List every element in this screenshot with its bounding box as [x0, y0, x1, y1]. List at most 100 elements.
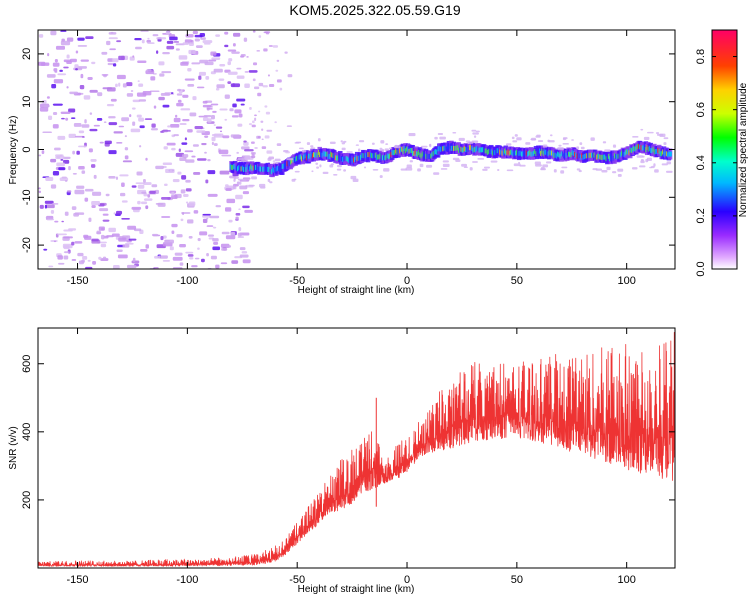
noise-speckle	[216, 84, 225, 89]
noise-speckle	[225, 188, 232, 192]
noise-speckle	[162, 52, 170, 55]
signal-edge-speckle	[540, 168, 546, 171]
signal-edge-speckle	[442, 163, 450, 167]
signal-edge-speckle	[363, 166, 367, 169]
signal-edge-speckle	[475, 130, 480, 133]
noise-speckle	[252, 120, 255, 124]
noise-speckle	[248, 123, 253, 126]
noise-speckle	[71, 206, 77, 210]
noise-speckle	[113, 212, 116, 215]
noise-speckle	[219, 170, 230, 175]
noise-speckle	[47, 53, 50, 57]
noise-speckle	[63, 245, 70, 250]
noise-speckle	[252, 78, 256, 82]
signal-edge-speckle	[346, 151, 353, 153]
noise-speckle	[199, 59, 209, 64]
colorbar-tick-label: 0.0	[695, 261, 707, 276]
signal-edge-speckle	[612, 171, 617, 174]
signal-edge-speckle	[439, 136, 446, 140]
noise-speckle	[188, 236, 193, 239]
signal-edge-speckle	[477, 158, 485, 160]
colorbar-gradient	[712, 30, 737, 269]
noise-speckle	[60, 111, 71, 114]
noise-speckle	[212, 238, 219, 242]
signal-edge-speckle	[306, 142, 311, 146]
noise-speckle	[227, 71, 238, 75]
signal-edge-speckle	[595, 168, 603, 171]
signal-edge-speckle	[580, 146, 585, 150]
noise-speckle	[213, 68, 223, 73]
signal-edge-speckle	[663, 142, 667, 146]
snr-x-tick-label: 0	[404, 574, 410, 586]
noise-speckle	[63, 236, 73, 239]
noise-speckle	[66, 54, 70, 59]
signal-edge-speckle	[506, 169, 514, 172]
noise-speckle	[50, 30, 57, 36]
signal-edge-speckle	[656, 133, 664, 136]
noise-speckle	[143, 198, 153, 201]
noise-speckle	[146, 68, 152, 72]
signal-edge-speckle	[267, 157, 272, 161]
noise-speckle	[125, 242, 134, 245]
signal-edge-speckle	[666, 161, 672, 165]
noise-speckle	[169, 36, 178, 41]
noise-speckle	[210, 103, 219, 106]
noise-speckle	[202, 218, 208, 224]
snr-y-axis-label: SNR (v/v)	[8, 426, 19, 469]
noise-speckle	[268, 83, 275, 88]
noise-speckle	[251, 141, 255, 144]
signal-edge-speckle	[248, 184, 255, 187]
noise-speckle	[219, 108, 228, 111]
snr-x-tick-label: 50	[511, 574, 523, 586]
signal-edge-speckle	[383, 168, 390, 172]
noise-speckle	[91, 61, 96, 65]
noise-speckle	[176, 93, 183, 96]
noise-speckle	[104, 140, 112, 145]
noise-speckle	[50, 209, 55, 214]
noise-speckle	[138, 117, 144, 122]
noise-speckle	[92, 260, 97, 265]
noise-speckle	[78, 145, 87, 148]
signal-edge-speckle	[638, 165, 646, 168]
noise-speckle	[66, 37, 74, 42]
noise-speckle	[252, 30, 256, 33]
noise-speckle	[158, 96, 165, 101]
noise-speckle	[54, 58, 58, 63]
noise-speckle	[264, 135, 270, 139]
noise-speckle	[141, 191, 147, 194]
noise-speckle	[171, 92, 174, 94]
noise-speckle	[79, 85, 85, 90]
noise-speckle	[92, 191, 102, 196]
noise-speckle	[80, 73, 84, 79]
noise-speckle	[192, 30, 198, 35]
noise-speckle	[139, 125, 145, 129]
noise-speckle	[205, 179, 209, 184]
noise-speckle	[235, 212, 241, 216]
noise-speckle	[236, 67, 242, 70]
signal-edge-speckle	[330, 163, 335, 166]
noise-speckle	[166, 45, 175, 50]
signal-edge-speckle	[514, 134, 518, 137]
signal-edge-speckle	[341, 147, 346, 151]
noise-speckle	[57, 73, 67, 76]
noise-speckle	[211, 134, 222, 137]
noise-speckle	[44, 200, 54, 204]
noise-speckle	[101, 234, 105, 240]
noise-speckle	[50, 158, 57, 163]
noise-speckle	[260, 120, 264, 123]
spectrogram-x-ticks: -150 -100 -50 0 50 100	[67, 30, 636, 287]
noise-speckle	[81, 170, 86, 174]
noise-speckle	[202, 40, 213, 44]
noise-speckle	[75, 68, 78, 71]
noise-speckle	[158, 255, 168, 259]
noise-speckle	[73, 122, 82, 127]
noise-speckle	[108, 227, 116, 233]
spectrogram-x-axis-label: Height of straight line (km)	[298, 285, 415, 296]
noise-speckle	[189, 257, 194, 260]
noise-speckle	[221, 154, 232, 157]
noise-speckle	[108, 150, 117, 155]
signal-edge-speckle	[232, 185, 236, 189]
noise-speckle	[117, 254, 128, 259]
signal-edge-speckle	[661, 163, 668, 166]
noise-speckle	[178, 148, 181, 153]
